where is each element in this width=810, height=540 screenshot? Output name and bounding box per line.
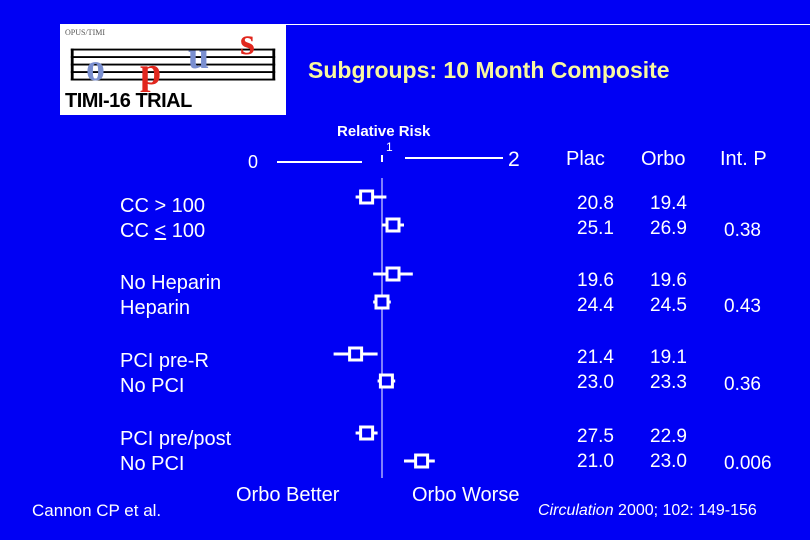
int-p-value: 0.006 <box>724 453 772 474</box>
orbo-value: 23.0 <box>650 451 687 472</box>
point-estimate <box>348 346 364 362</box>
row-label: No Heparin Heparin <box>120 271 221 321</box>
point-estimate <box>359 189 375 205</box>
plac-values: 21.4 23.0 <box>577 345 614 395</box>
row-label-1: No Heparin <box>120 272 222 294</box>
plac-values: 27.5 21.0 <box>577 424 614 474</box>
row-label: PCI pre-R No PCI <box>120 349 209 399</box>
orbo-value: 26.9 <box>650 218 687 239</box>
orbo-value: 24.5 <box>650 295 687 316</box>
point-estimate <box>374 294 390 310</box>
row-label-2: No PCI <box>120 375 185 397</box>
plac-value: 20.8 <box>577 193 614 214</box>
plac-values: 20.8 25.1 <box>577 191 614 241</box>
logo-small-text: OPUS/TIMI <box>65 28 106 37</box>
row-label-1: PCI pre-R <box>120 350 209 372</box>
orbo-value: 19.1 <box>650 347 687 368</box>
header-rule <box>60 24 810 25</box>
point-estimate <box>359 425 375 441</box>
orbo-worse-label: Orbo Worse <box>412 484 520 506</box>
orbo-value: 19.6 <box>650 270 687 291</box>
col-header-plac: Plac <box>566 148 605 170</box>
citation-details: 2000; 102: 149-156 <box>613 502 757 519</box>
logo-letter-p: p <box>140 51 162 93</box>
orbo-values: 22.9 23.0 <box>650 424 687 474</box>
orbo-value: 19.4 <box>650 193 687 214</box>
point-estimate <box>378 373 394 389</box>
axis-tick-1: 1 <box>386 140 393 154</box>
row-label-1: PCI pre/post <box>120 428 232 450</box>
logo-letter-s: s <box>240 24 255 63</box>
plac-value: 27.5 <box>577 426 614 447</box>
row-label: CC > 100 CC < 100 <box>120 194 205 244</box>
point-estimate <box>385 217 401 233</box>
orbo-values: 19.1 23.3 <box>650 345 687 395</box>
axis-tick-0: 0 <box>248 152 259 172</box>
orbo-value: 22.9 <box>650 426 687 447</box>
orbo-values: 19.6 24.5 <box>650 268 687 318</box>
orbo-value: 23.3 <box>650 372 687 393</box>
int-p-value: 0.36 <box>724 374 761 395</box>
citation: Circulation 2000; 102: 149-156 <box>538 502 757 520</box>
plac-values: 19.6 24.4 <box>577 268 614 318</box>
logo-staff-lines <box>70 48 276 81</box>
plac-value: 21.4 <box>577 347 614 368</box>
row-label: PCI pre/post No PCI <box>120 427 231 477</box>
col-header-int-p: Int. P <box>720 148 767 170</box>
plac-value: 21.0 <box>577 451 614 472</box>
plac-value: 19.6 <box>577 270 614 291</box>
axis-title: Relative Risk <box>337 123 431 140</box>
plac-value: 24.4 <box>577 295 614 316</box>
plac-value: 25.1 <box>577 218 614 239</box>
col-header-orbo: Orbo <box>641 148 686 170</box>
int-p-value: 0.38 <box>724 220 761 241</box>
author-credit: Cannon CP et al. <box>32 501 162 520</box>
axis-tick-2: 2 <box>508 148 520 171</box>
point-estimate <box>414 453 430 469</box>
logo-letter-o: o <box>86 47 105 89</box>
row-label-2: CC < 100 <box>120 220 206 242</box>
orbo-better-label: Orbo Better <box>236 484 340 506</box>
logo-tagline: TIMI-16 TRIAL <box>65 90 192 112</box>
slide-title: Subgroups: 10 Month Composite <box>308 57 670 83</box>
row-label-1: CC > 100 <box>120 195 206 217</box>
logo-letter-u: u <box>188 35 210 77</box>
journal-name: Circulation <box>538 502 614 519</box>
int-p-value: 0.43 <box>724 296 761 317</box>
opus-logo: OPUS/TIMI o p u s TIMI-16 TRIAL <box>60 24 286 115</box>
plac-value: 23.0 <box>577 372 614 393</box>
orbo-values: 19.4 26.9 <box>650 191 687 241</box>
row-label-2: Heparin <box>120 297 191 319</box>
point-estimate <box>385 266 401 282</box>
row-label-2: No PCI <box>120 453 185 475</box>
